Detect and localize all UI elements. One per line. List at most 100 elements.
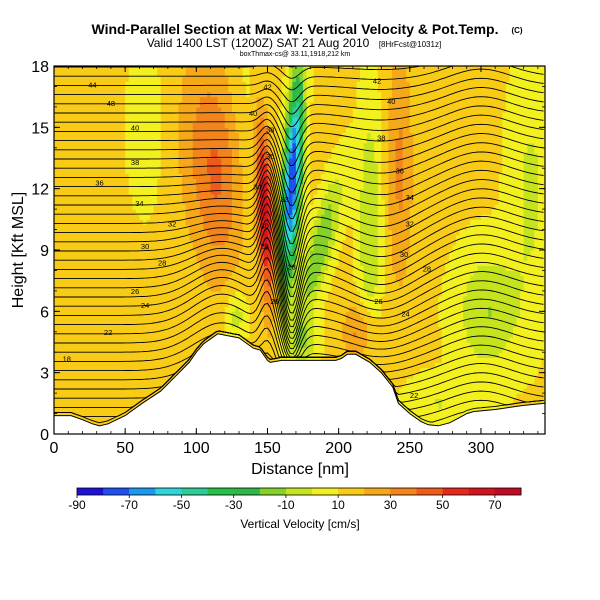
field-cell [160, 198, 165, 205]
field-cell [246, 168, 251, 174]
field-cell [182, 106, 187, 113]
field-cell [121, 316, 126, 323]
field-cell [253, 219, 258, 226]
field-cell [292, 239, 297, 246]
field-cell [96, 198, 101, 205]
field-cell [292, 158, 297, 164]
field-cell [174, 280, 180, 287]
field-cell [285, 311, 290, 318]
field-cell [231, 306, 237, 312]
field-cell [135, 393, 140, 399]
field-cell [61, 265, 66, 272]
field-cell [128, 96, 133, 103]
field-cell [171, 168, 176, 174]
field-cell [292, 342, 297, 348]
field-cell [153, 122, 158, 128]
field-cell [89, 209, 94, 215]
field-cell [89, 352, 94, 358]
field-cell [107, 408, 112, 415]
field-cell [239, 198, 244, 205]
field-cell [125, 219, 130, 226]
field-cell [114, 296, 119, 302]
field-cell [64, 270, 69, 277]
field-cell [89, 127, 94, 134]
field-cell [157, 86, 162, 93]
field-cell [203, 66, 208, 72]
field-cell [246, 178, 251, 185]
field-cell [150, 367, 155, 374]
field-cell [114, 71, 119, 77]
field-cell [100, 352, 105, 358]
field-cell [263, 198, 269, 205]
field-cell [96, 398, 101, 404]
field-cell [199, 71, 205, 77]
field-cell [288, 122, 293, 128]
field-cell [78, 193, 84, 200]
field-cell [135, 112, 140, 118]
field-cell [256, 229, 261, 236]
field-cell [253, 66, 258, 72]
field-cell [239, 183, 244, 190]
field-cell [150, 342, 155, 348]
field-cell [182, 178, 187, 185]
field-cell [239, 270, 244, 277]
field-cell [171, 81, 176, 88]
field-cell [217, 183, 222, 190]
field-cell [64, 219, 69, 226]
field-cell [224, 101, 229, 108]
field-cell [288, 127, 293, 134]
field-cell [150, 347, 155, 353]
field-cell [128, 214, 133, 220]
field-cell [189, 336, 194, 343]
field-cell [78, 239, 84, 246]
field-cell [285, 71, 290, 77]
field-cell [253, 147, 258, 154]
field-cell [118, 168, 123, 174]
field-cell [150, 106, 155, 113]
field-cell [110, 127, 116, 134]
field-cell [256, 250, 261, 256]
field-cell [68, 173, 73, 180]
field-cell [253, 296, 258, 302]
field-cell [182, 239, 187, 246]
field-cell [135, 173, 140, 180]
field-cell [196, 285, 201, 292]
field-cell [274, 81, 279, 88]
field-cell [132, 296, 137, 302]
field-cell [103, 408, 108, 415]
field-cell [75, 239, 80, 246]
field-cell [157, 142, 162, 149]
field-cell [68, 301, 73, 307]
field-cell [256, 193, 261, 200]
field-cell [260, 76, 265, 82]
field-cell [235, 229, 240, 236]
field-cell [89, 403, 94, 410]
field-cell [239, 106, 244, 113]
field-cell [57, 152, 62, 159]
field-cell [107, 147, 112, 154]
field-cell [228, 173, 233, 180]
field-cell [231, 224, 237, 231]
field-cell [89, 122, 94, 128]
field-cell [64, 352, 69, 358]
field-cell [54, 265, 59, 272]
field-cell [71, 81, 76, 88]
field-cell [103, 301, 108, 307]
field-cell [185, 285, 190, 292]
field-cell [189, 178, 194, 185]
field-cell [263, 173, 269, 180]
field-cell [210, 147, 215, 154]
field-cell [295, 265, 301, 272]
field-cell [61, 214, 66, 220]
field-cell [278, 347, 283, 353]
field-cell [125, 336, 130, 343]
field-cell [54, 326, 59, 333]
field-cell [142, 178, 148, 185]
field-cell [96, 76, 101, 82]
field-cell [249, 326, 254, 333]
field-cell [256, 209, 261, 215]
field-cell [160, 260, 165, 266]
field-cell [174, 321, 180, 328]
field-cell [86, 347, 91, 353]
field-cell [178, 214, 183, 220]
